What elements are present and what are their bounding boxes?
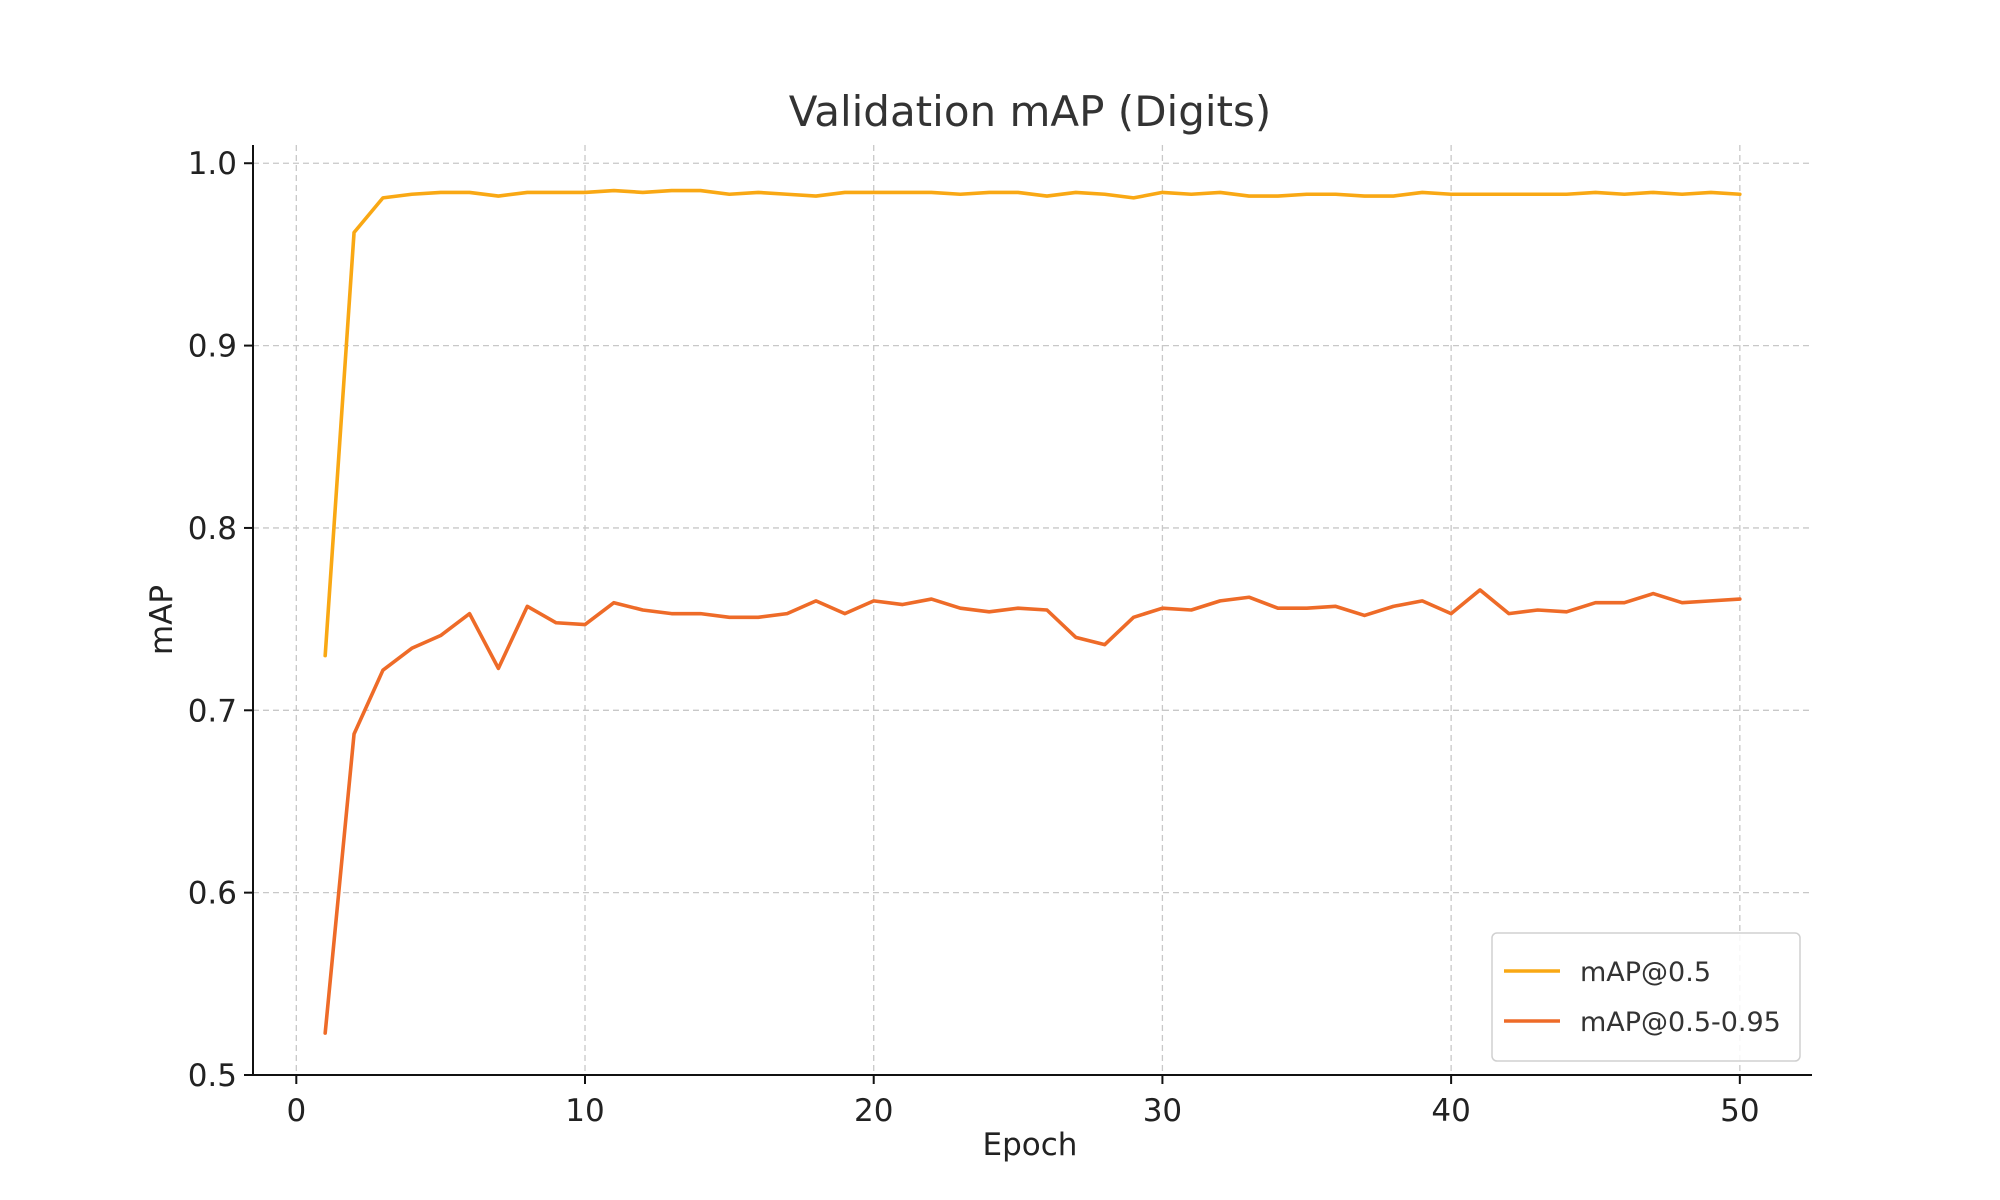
legend-label: mAP@0.5-0.95 xyxy=(1580,1007,1781,1038)
x-tick-label: 50 xyxy=(1720,1093,1759,1129)
grid-layer xyxy=(253,145,1812,1076)
x-tick-label: 0 xyxy=(286,1093,306,1129)
series-layer xyxy=(323,188,1742,1035)
series-line-map50-95 xyxy=(323,588,1742,1035)
ticks-layer: 0 10 20 30 40 50 0.5 0.6 0.7 0.8 0.9 1.0 xyxy=(188,146,1760,1129)
y-tick-label: 0.5 xyxy=(188,1058,237,1094)
x-tick-label: 20 xyxy=(854,1093,893,1129)
x-tick-label: 40 xyxy=(1431,1093,1470,1129)
x-tick-label: 30 xyxy=(1143,1093,1182,1129)
y-tick-label: 0.9 xyxy=(188,329,237,365)
x-axis-label: Epoch xyxy=(983,1127,1078,1163)
y-axis-label: mAP xyxy=(144,585,180,655)
y-tick-label: 0.8 xyxy=(188,511,237,547)
series-line-map50 xyxy=(323,188,1742,658)
x-tick-label: 10 xyxy=(565,1093,604,1129)
legend: mAP@0.5 mAP@0.5-0.95 xyxy=(1491,932,1801,1062)
y-tick-label: 0.7 xyxy=(188,693,237,729)
y-tick-label: 0.6 xyxy=(188,876,237,912)
legend-box xyxy=(1491,932,1801,1062)
chart-title: Validation mAP (Digits) xyxy=(789,87,1272,136)
legend-label: mAP@0.5 xyxy=(1580,957,1711,988)
y-tick-label: 1.0 xyxy=(188,146,237,182)
axes-layer xyxy=(252,145,1812,1076)
